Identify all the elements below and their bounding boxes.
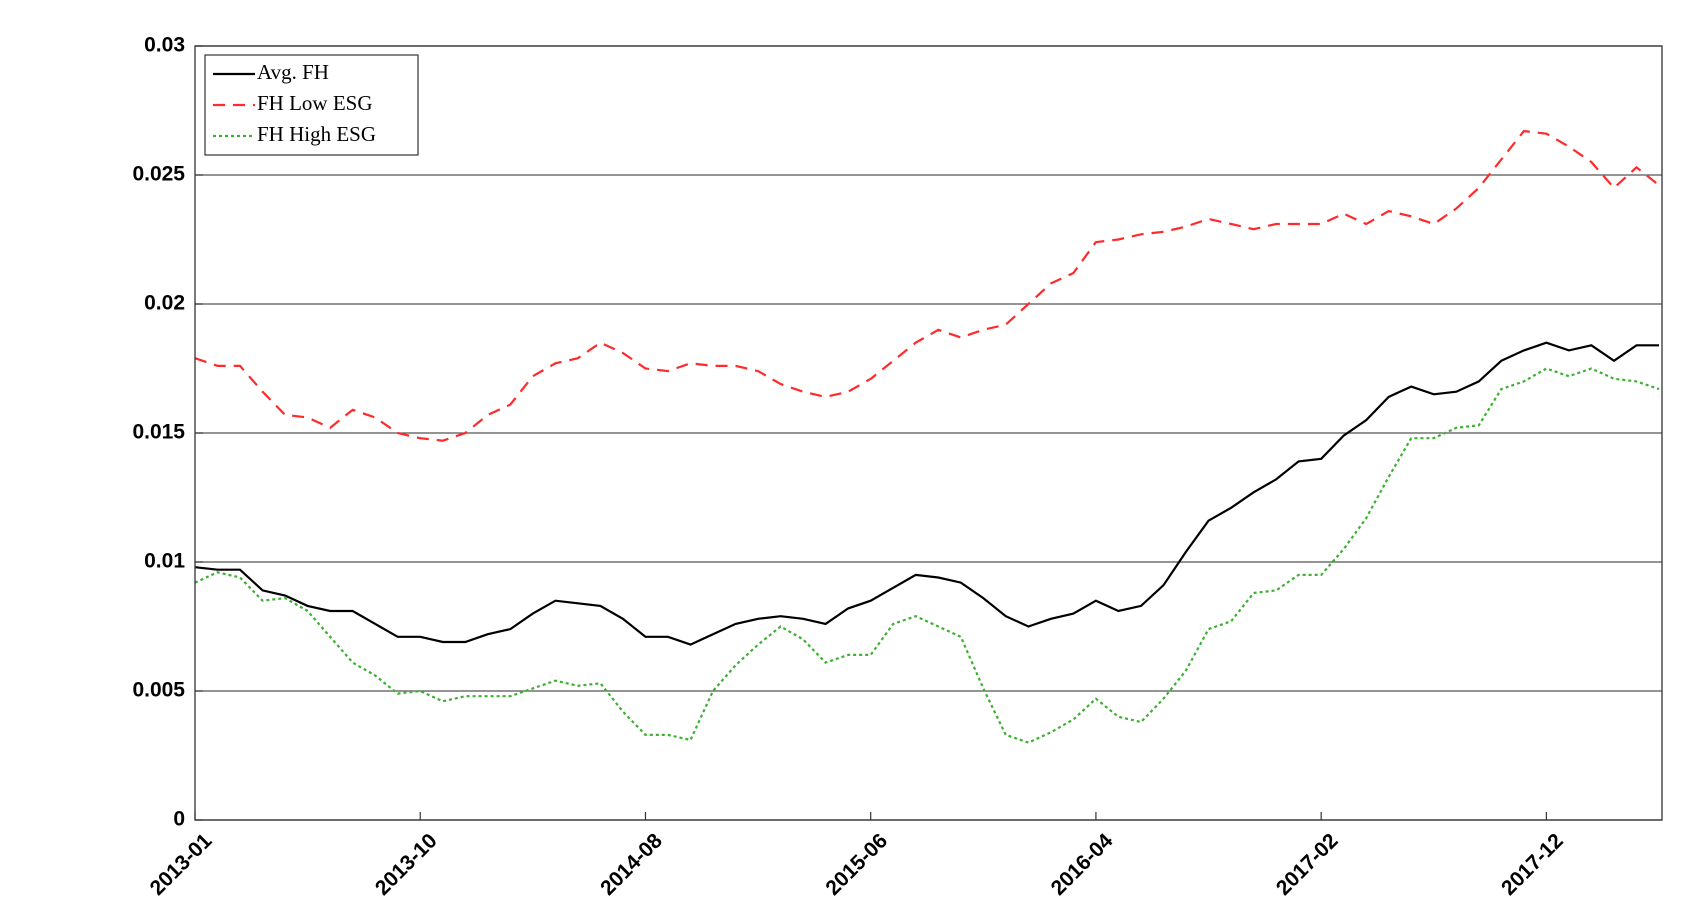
series-line (194, 367, 1660, 744)
x-tick-label: 2013-01 (146, 829, 217, 900)
legend-label: FH Low ESG (257, 91, 373, 115)
y-tick-label: 0.03 (144, 34, 185, 57)
x-tick-label: 2017-12 (1497, 829, 1568, 900)
y-tick-label: 0 (173, 808, 185, 831)
series-line (194, 341, 1659, 646)
x-tick-label: 2017-02 (1272, 829, 1343, 900)
legend-label: Avg. FH (257, 60, 329, 84)
y-tick-label: 0.015 (132, 421, 185, 444)
x-tick-label: 2014-08 (596, 829, 667, 900)
y-tick-label: 0.005 (132, 679, 185, 702)
x-tick-label: 2016-04 (1047, 829, 1118, 900)
y-tick-label: 0.025 (132, 163, 185, 186)
series-line (194, 129, 1660, 442)
x-tick-label: 2015-06 (821, 829, 892, 900)
y-tick-label: 0.02 (144, 292, 185, 315)
legend-label: FH High ESG (257, 122, 376, 146)
plot-frame (194, 45, 1663, 821)
x-tick-label: 2013-10 (371, 829, 442, 900)
y-tick-label: 0.01 (144, 550, 185, 573)
